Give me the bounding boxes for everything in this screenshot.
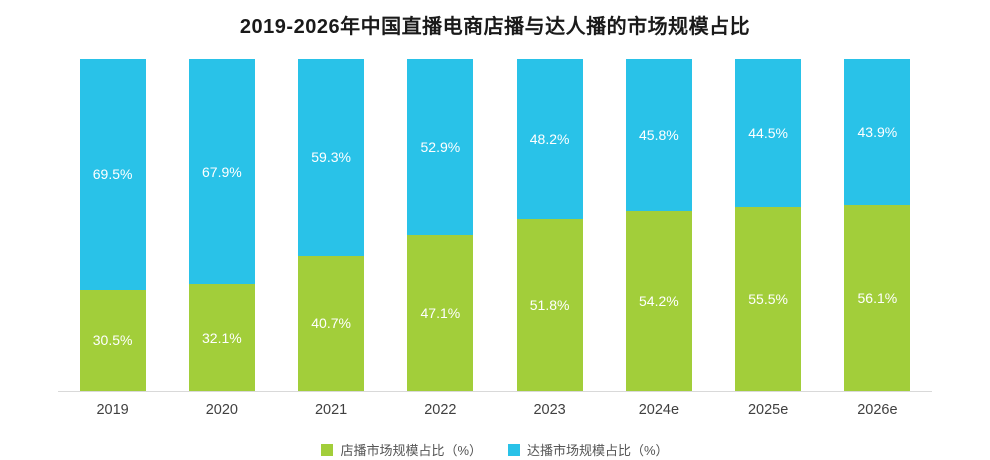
bar-value-label: 69.5% bbox=[92, 166, 133, 183]
legend-label: 达播市场规模占比（%） bbox=[527, 443, 669, 458]
bar-column-2025e: 44.5% 55.5% bbox=[714, 59, 823, 391]
bar-value-label: 30.5% bbox=[92, 332, 133, 349]
bar-segment: 32.1% bbox=[188, 284, 255, 391]
legend-item: 店播市场规模占比（%） bbox=[321, 440, 482, 459]
bar-segment: 52.9% bbox=[407, 59, 474, 235]
bar-value-label: 54.2% bbox=[639, 293, 679, 310]
bar-column-2026e: 43.9% 56.1% bbox=[823, 59, 932, 391]
bar-value-label: 55.5% bbox=[748, 290, 788, 307]
x-tick: 2022 bbox=[386, 401, 495, 419]
bar-value-label: 43.9% bbox=[857, 123, 898, 140]
bar-segment: 67.9% bbox=[188, 59, 255, 285]
x-tick: 2019 bbox=[58, 401, 167, 419]
x-tick-label: 2023 bbox=[533, 402, 566, 418]
bar-column-2021: 59.3% 40.7% bbox=[277, 59, 386, 391]
bar-segment: 56.1% bbox=[844, 204, 911, 391]
bar-column-2023: 48.2% 51.8% bbox=[495, 59, 604, 391]
legend-label: 店播市场规模占比（%） bbox=[340, 443, 482, 458]
bar-value-label: 67.9% bbox=[202, 163, 242, 180]
bar-segment: 48.2% bbox=[516, 59, 583, 220]
x-tick: 2020 bbox=[167, 401, 276, 419]
bar-segment: 43.9% bbox=[844, 59, 911, 205]
bar-column-2022: 52.9% 47.1% bbox=[386, 59, 495, 391]
x-tick-label: 2024e bbox=[638, 402, 680, 418]
x-tick-label: 2022 bbox=[424, 402, 457, 418]
legend-swatch-icon bbox=[321, 443, 334, 456]
bar-value-label: 44.5% bbox=[748, 124, 788, 141]
stacked-bar-2020: 67.9% 32.1% bbox=[188, 59, 255, 391]
stacked-bar-2021: 59.3% 40.7% bbox=[298, 59, 365, 391]
bar-value-label: 59.3% bbox=[311, 149, 351, 166]
bar-segment: 30.5% bbox=[79, 289, 146, 391]
bar-segment: 55.5% bbox=[735, 206, 802, 391]
x-tick-label: 2021 bbox=[314, 402, 348, 418]
bar-value-label: 51.8% bbox=[529, 297, 570, 313]
x-axis-labels: 2019 2020 2021 2022 2023 2024e 2025e 2026e bbox=[58, 401, 932, 419]
x-tick-label: 2019 bbox=[96, 402, 129, 418]
bar-column-2020: 67.9% 32.1% bbox=[167, 59, 276, 391]
x-tick: 2025e bbox=[714, 401, 823, 419]
bar-segment: 59.3% bbox=[298, 59, 365, 256]
legend-swatch-icon bbox=[508, 443, 520, 456]
bar-segment: 69.5% bbox=[79, 59, 146, 290]
stacked-bar-2023: 48.2% 51.8% bbox=[516, 59, 583, 391]
bar-segment: 45.8% bbox=[625, 59, 692, 212]
stacked-bar-2024e: 45.8% 54.2% bbox=[625, 59, 692, 391]
plot-area: 69.5% 30.5% 67.9% 32.1% 59.3% 40.7% 52.9% 47.1%… bbox=[58, 59, 932, 419]
stacked-bar-2026e: 43.9% 56.1% bbox=[844, 59, 911, 391]
x-tick: 2023 bbox=[495, 401, 604, 419]
chart-title: 2019-2026年中国直播电商店播与达人播的市场规模占比 bbox=[239, 16, 751, 38]
bar-segment: 54.2% bbox=[625, 211, 692, 391]
stacked-bar-2019: 69.5% 30.5% bbox=[79, 59, 146, 391]
bar-segment: 40.7% bbox=[298, 255, 365, 391]
bar-value-label: 47.1% bbox=[420, 304, 461, 321]
x-tick: 2021 bbox=[277, 401, 386, 419]
x-tick-label: 2026e bbox=[857, 402, 898, 418]
bar-column-2019: 69.5% 30.5% bbox=[58, 59, 167, 391]
x-tick: 2024e bbox=[604, 401, 713, 419]
x-tick: 2026e bbox=[823, 401, 932, 419]
bar-value-label: 32.1% bbox=[202, 329, 242, 346]
stacked-bar-2025e: 44.5% 55.5% bbox=[735, 59, 802, 391]
bar-segment: 47.1% bbox=[407, 234, 474, 391]
bars-area: 69.5% 30.5% 67.9% 32.1% 59.3% 40.7% 52.9% 47.1%… bbox=[58, 59, 932, 392]
stacked-bar-2022: 52.9% 47.1% bbox=[407, 59, 474, 391]
bar-column-2024e: 45.8% 54.2% bbox=[604, 59, 713, 391]
x-tick-label: 2020 bbox=[205, 402, 238, 418]
bar-segment: 44.5% bbox=[735, 59, 802, 207]
bar-segment: 51.8% bbox=[516, 219, 583, 391]
bar-value-label: 52.9% bbox=[420, 138, 461, 155]
bar-value-label: 45.8% bbox=[639, 127, 679, 144]
x-tick-label: 2025e bbox=[747, 402, 789, 418]
bar-value-label: 40.7% bbox=[311, 315, 351, 332]
bar-value-label: 48.2% bbox=[529, 131, 570, 147]
bar-value-label: 56.1% bbox=[857, 289, 898, 306]
legend-item: 达播市场规模占比（%） bbox=[508, 440, 669, 459]
legend: 店播市场规模占比（%） 达播市场规模占比（%） bbox=[0, 440, 990, 459]
